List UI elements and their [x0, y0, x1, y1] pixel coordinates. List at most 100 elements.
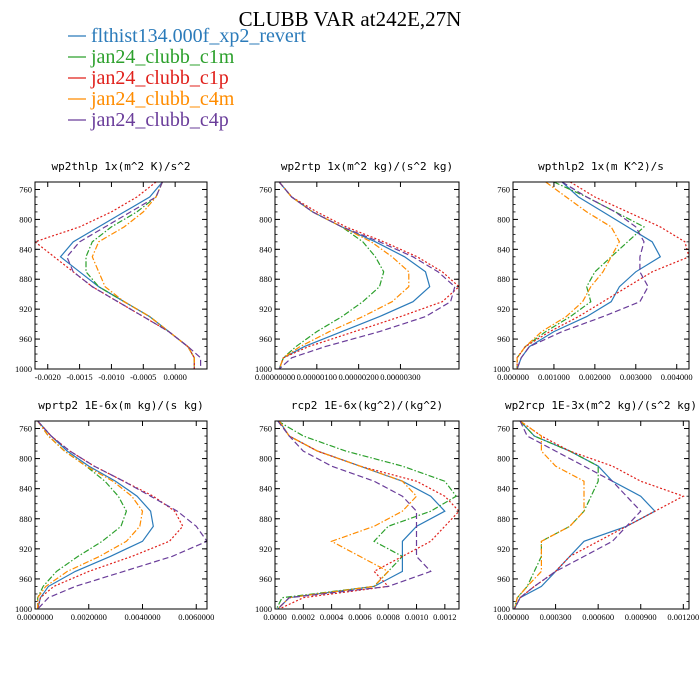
y-tick-label: 840 — [497, 244, 510, 254]
series-line — [277, 421, 418, 609]
x-tick-label: 0.003000 — [620, 372, 652, 382]
x-tick-label: -0.0010 — [98, 372, 124, 382]
y-tick-label: 1000 — [255, 364, 272, 374]
y-tick-label: 840 — [259, 244, 272, 254]
x-tick-label: 0.00000300 — [380, 372, 420, 382]
y-tick-label: 960 — [259, 334, 272, 344]
legend-label: jan24_clubb_c4m — [90, 88, 235, 110]
panel: rcp2 1E-6x(kg^2)/(kg^2) 760 800 840 880 920 96… — [255, 399, 460, 622]
y-tick-label: 760 — [259, 184, 272, 194]
y-tick-label: 880 — [19, 274, 32, 284]
y-tick-label: 960 — [19, 574, 32, 584]
series-line — [516, 182, 649, 369]
x-tick-label: -0.0020 — [35, 372, 61, 382]
x-tick-label: 0.000600 — [582, 612, 614, 622]
x-tick-label: -0.0005 — [130, 372, 156, 382]
x-tick-label: 0.000000 — [497, 372, 529, 382]
x-tick-label: 0.001200 — [667, 612, 699, 622]
x-tick-label: 0.0008 — [377, 612, 400, 622]
series-line — [275, 421, 458, 609]
y-tick-label: 800 — [259, 454, 272, 464]
series-line — [516, 182, 662, 369]
y-tick-label: 760 — [259, 424, 272, 434]
x-tick-label: 0.0004 — [320, 612, 344, 622]
plot-frame — [34, 181, 208, 370]
y-tick-label: 920 — [259, 304, 272, 314]
y-tick-label: 840 — [19, 484, 32, 494]
x-tick-label: 0.000300 — [540, 612, 572, 622]
x-tick-label: 0.0060000 — [178, 612, 214, 622]
y-tick-label: 760 — [19, 184, 32, 194]
panel-title: wp2rcp 1E-3x(m^2 kg)/(s^2 kg) — [505, 399, 697, 412]
series-line — [37, 421, 128, 609]
x-tick-label: 0.0002 — [292, 612, 315, 622]
series-line — [516, 182, 621, 369]
x-tick-label: 0.00000200 — [338, 372, 378, 382]
x-tick-label: 0.0012 — [433, 612, 456, 622]
series-line — [513, 421, 685, 609]
panel-title: wp2thlp 1x(m^2 K)/s^2 — [51, 160, 190, 173]
legend-label: jan24_clubb_c4p — [90, 109, 229, 131]
x-tick-label: 0.000900 — [625, 612, 657, 622]
legend-item: flthist134.000f_xp2_revert — [68, 25, 306, 47]
x-tick-label: 0.00000100 — [297, 372, 337, 382]
legend-item: jan24_clubb_c1p — [68, 67, 229, 89]
series-line — [278, 182, 456, 369]
series-line — [66, 182, 202, 369]
legend-item: jan24_clubb_c1m — [68, 46, 235, 68]
panel: wp2rcp 1E-3x(m^2 kg)/(s^2 kg) 760 800 840 88… — [493, 399, 699, 622]
legend: flthist134.000f_xp2_revertjan24_clubb_c1… — [68, 25, 306, 131]
y-tick-label: 960 — [259, 574, 272, 584]
plot-frame — [34, 420, 208, 610]
y-tick-label: 1000 — [15, 364, 32, 374]
series-line — [277, 421, 432, 609]
series-line — [59, 182, 195, 369]
legend-item: jan24_clubb_c4p — [68, 109, 229, 131]
y-tick-label: 880 — [259, 274, 272, 284]
legend-label: jan24_clubb_c1p — [90, 67, 229, 89]
series-line — [513, 421, 585, 609]
x-tick-label: 0.0020000 — [71, 612, 107, 622]
y-tick-label: 1000 — [493, 364, 510, 374]
panel-title: wprtp2 1E-6x(m kg)/(s kg) — [38, 399, 204, 412]
y-tick-label: 1000 — [255, 604, 272, 614]
x-tick-label: 0.0000000 — [17, 612, 53, 622]
series-line — [513, 421, 656, 609]
series-line — [37, 421, 154, 609]
y-tick-label: 800 — [19, 214, 32, 224]
plot-frame — [274, 181, 460, 370]
panel: wpthlp2 1x(m K^2)/s 760 800 840 880 920 960 100… — [493, 160, 693, 382]
y-tick-label: 920 — [259, 544, 272, 554]
y-tick-label: 880 — [259, 514, 272, 524]
figure-title: CLUBB VAR at242E,27N — [239, 7, 462, 31]
panel-title: wpthlp2 1x(m K^2)/s — [538, 160, 664, 173]
series-line — [278, 182, 459, 369]
y-tick-label: 960 — [19, 334, 32, 344]
series-line — [91, 182, 195, 369]
x-tick-label: 0.0040000 — [124, 612, 160, 622]
plot-frame — [512, 181, 690, 370]
y-tick-label: 1000 — [493, 604, 510, 614]
series-line — [37, 421, 207, 609]
x-tick-label: 0.000000 — [497, 612, 529, 622]
legend-label: flthist134.000f_xp2_revert — [91, 25, 306, 47]
y-tick-label: 920 — [19, 304, 32, 314]
y-tick-label: 880 — [497, 274, 510, 284]
panels: wp2thlp 1x(m^2 K)/s^2 760 800 840 880 920 960 1… — [15, 160, 699, 622]
x-tick-label: 0.0000 — [163, 372, 186, 382]
panel: wp2thlp 1x(m^2 K)/s^2 760 800 840 880 920 960 1… — [15, 160, 208, 382]
panel-title: rcp2 1E-6x(kg^2)/(kg^2) — [291, 399, 443, 412]
y-tick-label: 920 — [497, 544, 510, 554]
x-tick-label: 0.0006 — [348, 612, 371, 622]
y-tick-label: 760 — [19, 424, 32, 434]
y-tick-label: 920 — [497, 304, 510, 314]
legend-label: jan24_clubb_c1m — [90, 46, 235, 68]
plot-frame — [512, 420, 690, 610]
series-line — [35, 182, 195, 369]
series-line — [278, 182, 431, 369]
y-tick-label: 960 — [497, 334, 510, 344]
series-line — [513, 421, 599, 609]
series-line — [85, 182, 195, 369]
x-tick-label: 0.001000 — [538, 372, 570, 382]
legend-item: jan24_clubb_c4m — [68, 88, 235, 110]
